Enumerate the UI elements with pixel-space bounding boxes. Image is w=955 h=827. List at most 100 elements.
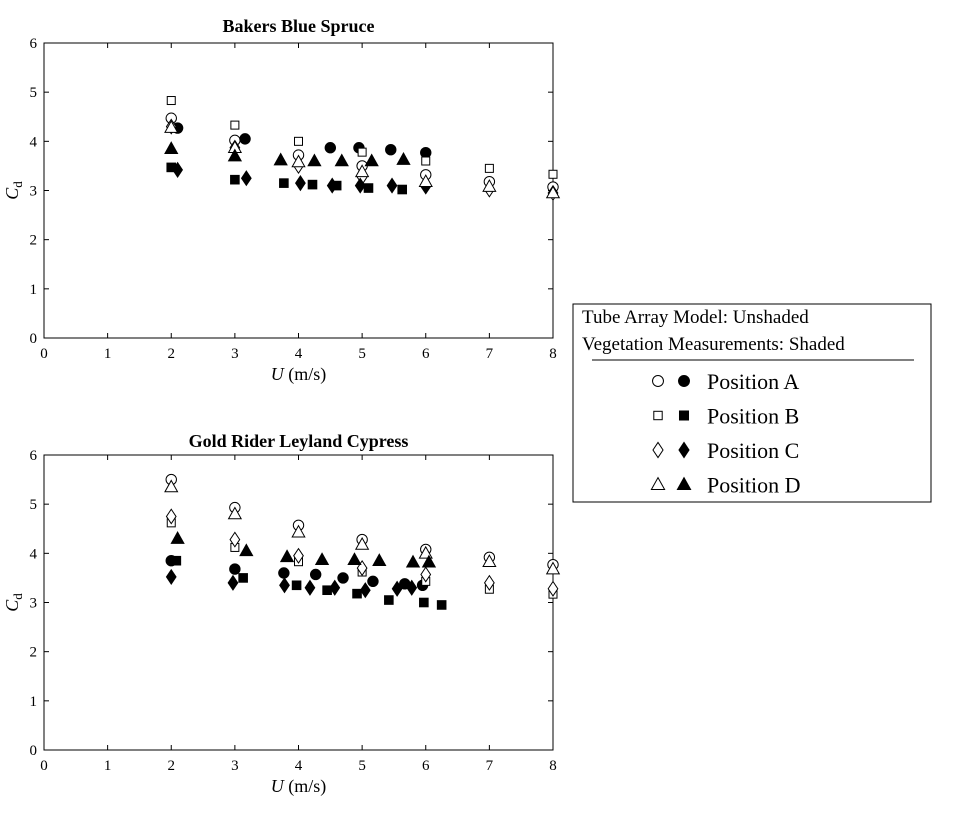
- x-tick-label: 0: [40, 346, 48, 362]
- x-tick-label: 6: [422, 346, 430, 362]
- y-tick-label: 3: [30, 596, 38, 612]
- data-point-square-open: [294, 136, 303, 146]
- data-point-diamond-filled: [304, 579, 316, 596]
- data-point-square-filled: [436, 600, 447, 610]
- data-point-diamond-open: [483, 574, 495, 591]
- data-point-triangle-open: [354, 164, 370, 178]
- x-tick-label: 7: [486, 346, 494, 362]
- legend-marker-diamond-filled: [678, 441, 690, 459]
- data-point-triangle-filled: [314, 552, 330, 566]
- data-point-square-filled: [279, 178, 289, 188]
- data-point-triangle-open: [291, 154, 306, 168]
- data-point-triangle-filled: [347, 552, 362, 566]
- data-point-diamond-open: [547, 580, 559, 597]
- data-point-triangle-open: [291, 524, 306, 538]
- legend-marker-square-filled: [678, 410, 690, 421]
- y-tick-label: 1: [30, 694, 38, 710]
- data-point-diamond-filled: [406, 579, 418, 596]
- x-tick-label: 2: [168, 758, 176, 774]
- data-point-square-filled: [352, 588, 362, 599]
- legend-marker-circle-filled: [678, 375, 690, 387]
- series-position-a-unshaded: [165, 473, 559, 571]
- series-position-a-shaded: [171, 122, 432, 159]
- data-point-square-open: [421, 156, 431, 166]
- x-tick-label: 8: [549, 346, 557, 362]
- data-point-circle-filled: [385, 143, 397, 156]
- data-point-triangle-open: [354, 536, 370, 550]
- x-tick-label: 3: [231, 346, 239, 362]
- data-point-triangle-filled: [273, 152, 288, 166]
- data-point-square-filled: [419, 597, 429, 608]
- y-tick-label: 2: [30, 233, 38, 249]
- data-point-circle-filled: [239, 133, 251, 145]
- x-axis-label: U (m/s): [271, 364, 327, 385]
- series-position-b-shaded: [166, 162, 408, 195]
- x-tick-label: 4: [295, 758, 303, 774]
- data-point-triangle-filled: [227, 148, 243, 162]
- legend-label-position-d: Position D: [707, 473, 801, 498]
- data-point-triangle-filled: [239, 543, 254, 557]
- series-position-b-unshaded: [166, 518, 558, 599]
- data-point-triangle-open: [227, 506, 243, 520]
- y-tick-label: 3: [30, 184, 38, 200]
- data-point-triangle-filled: [170, 531, 185, 544]
- data-point-diamond-open: [229, 531, 241, 548]
- x-tick-label: 7: [486, 758, 494, 774]
- data-point-diamond-filled: [326, 177, 338, 194]
- data-point-diamond-filled: [359, 582, 371, 599]
- y-tick-label: 4: [30, 134, 38, 150]
- legend-box: [572, 303, 932, 503]
- series-position-c-unshaded: [165, 508, 559, 597]
- y-tick-label: 5: [30, 85, 38, 101]
- data-point-circle-filled: [324, 142, 337, 154]
- legend: Tube Array Model: Unshaded Vegetation Me…: [572, 303, 932, 503]
- x-tick-label: 0: [40, 758, 48, 774]
- x-tick-label: 6: [422, 758, 430, 774]
- data-point-diamond-filled: [295, 175, 306, 192]
- data-point-circle-filled: [229, 563, 241, 575]
- data-point-square-filled: [230, 174, 240, 185]
- chart-title: Bakers Blue Spruce: [222, 16, 374, 36]
- data-point-diamond-filled: [279, 577, 290, 594]
- data-point-square-open: [166, 96, 176, 106]
- data-point-triangle-filled: [164, 141, 179, 155]
- y-tick-label: 6: [30, 36, 38, 52]
- chart-title: Gold Rider Leyland Cypress: [189, 431, 409, 451]
- series-position-c-shaded: [172, 161, 432, 195]
- axes-frame: [43, 42, 554, 339]
- data-point-diamond-open: [293, 547, 304, 564]
- data-point-square-open: [484, 163, 494, 173]
- series-position-d-shaded: [170, 531, 437, 568]
- data-point-square-filled: [307, 179, 318, 190]
- x-tick-label: 5: [358, 346, 366, 362]
- plot-gold-rider-leyland-cypress: Gold Rider Leyland Cypress 0 1 2 3 4 5 6 7 8 0 1 2 3 4…: [2, 431, 561, 797]
- data-point-diamond-filled: [240, 170, 252, 187]
- data-point-diamond-filled: [391, 580, 403, 597]
- x-axis-label: U (m/s): [271, 776, 327, 797]
- data-point-triangle-filled: [372, 553, 387, 567]
- data-point-square-filled: [291, 580, 302, 591]
- legend-label-position-b: Position B: [707, 404, 799, 429]
- axes-frame: [43, 454, 554, 751]
- data-point-square-filled: [363, 183, 374, 193]
- data-point-diamond-filled: [329, 579, 341, 596]
- legend-marker-circle-open: [652, 375, 664, 387]
- data-point-diamond-filled: [386, 177, 398, 194]
- legend-header-shaded: Vegetation Measurements: Shaded: [582, 334, 845, 355]
- x-tick-label: 8: [549, 758, 557, 774]
- data-point-square-filled: [171, 555, 182, 566]
- data-point-square-open: [357, 147, 367, 157]
- x-tick-label: 1: [104, 758, 112, 774]
- data-point-triangle-open: [164, 120, 179, 133]
- data-point-triangle-open: [482, 554, 497, 567]
- data-point-triangle-filled: [396, 151, 411, 165]
- y-tick-label: 2: [30, 645, 38, 661]
- data-point-square-filled: [238, 573, 248, 583]
- data-point-diamond-filled: [227, 574, 239, 591]
- series-position-b-shaded: [171, 555, 447, 610]
- data-point-triangle-filled: [334, 153, 349, 167]
- data-point-triangle-open: [164, 479, 179, 493]
- legend-marker-triangle-filled: [676, 476, 692, 491]
- series-position-c-shaded: [165, 568, 418, 599]
- data-point-triangle-filled: [364, 153, 379, 167]
